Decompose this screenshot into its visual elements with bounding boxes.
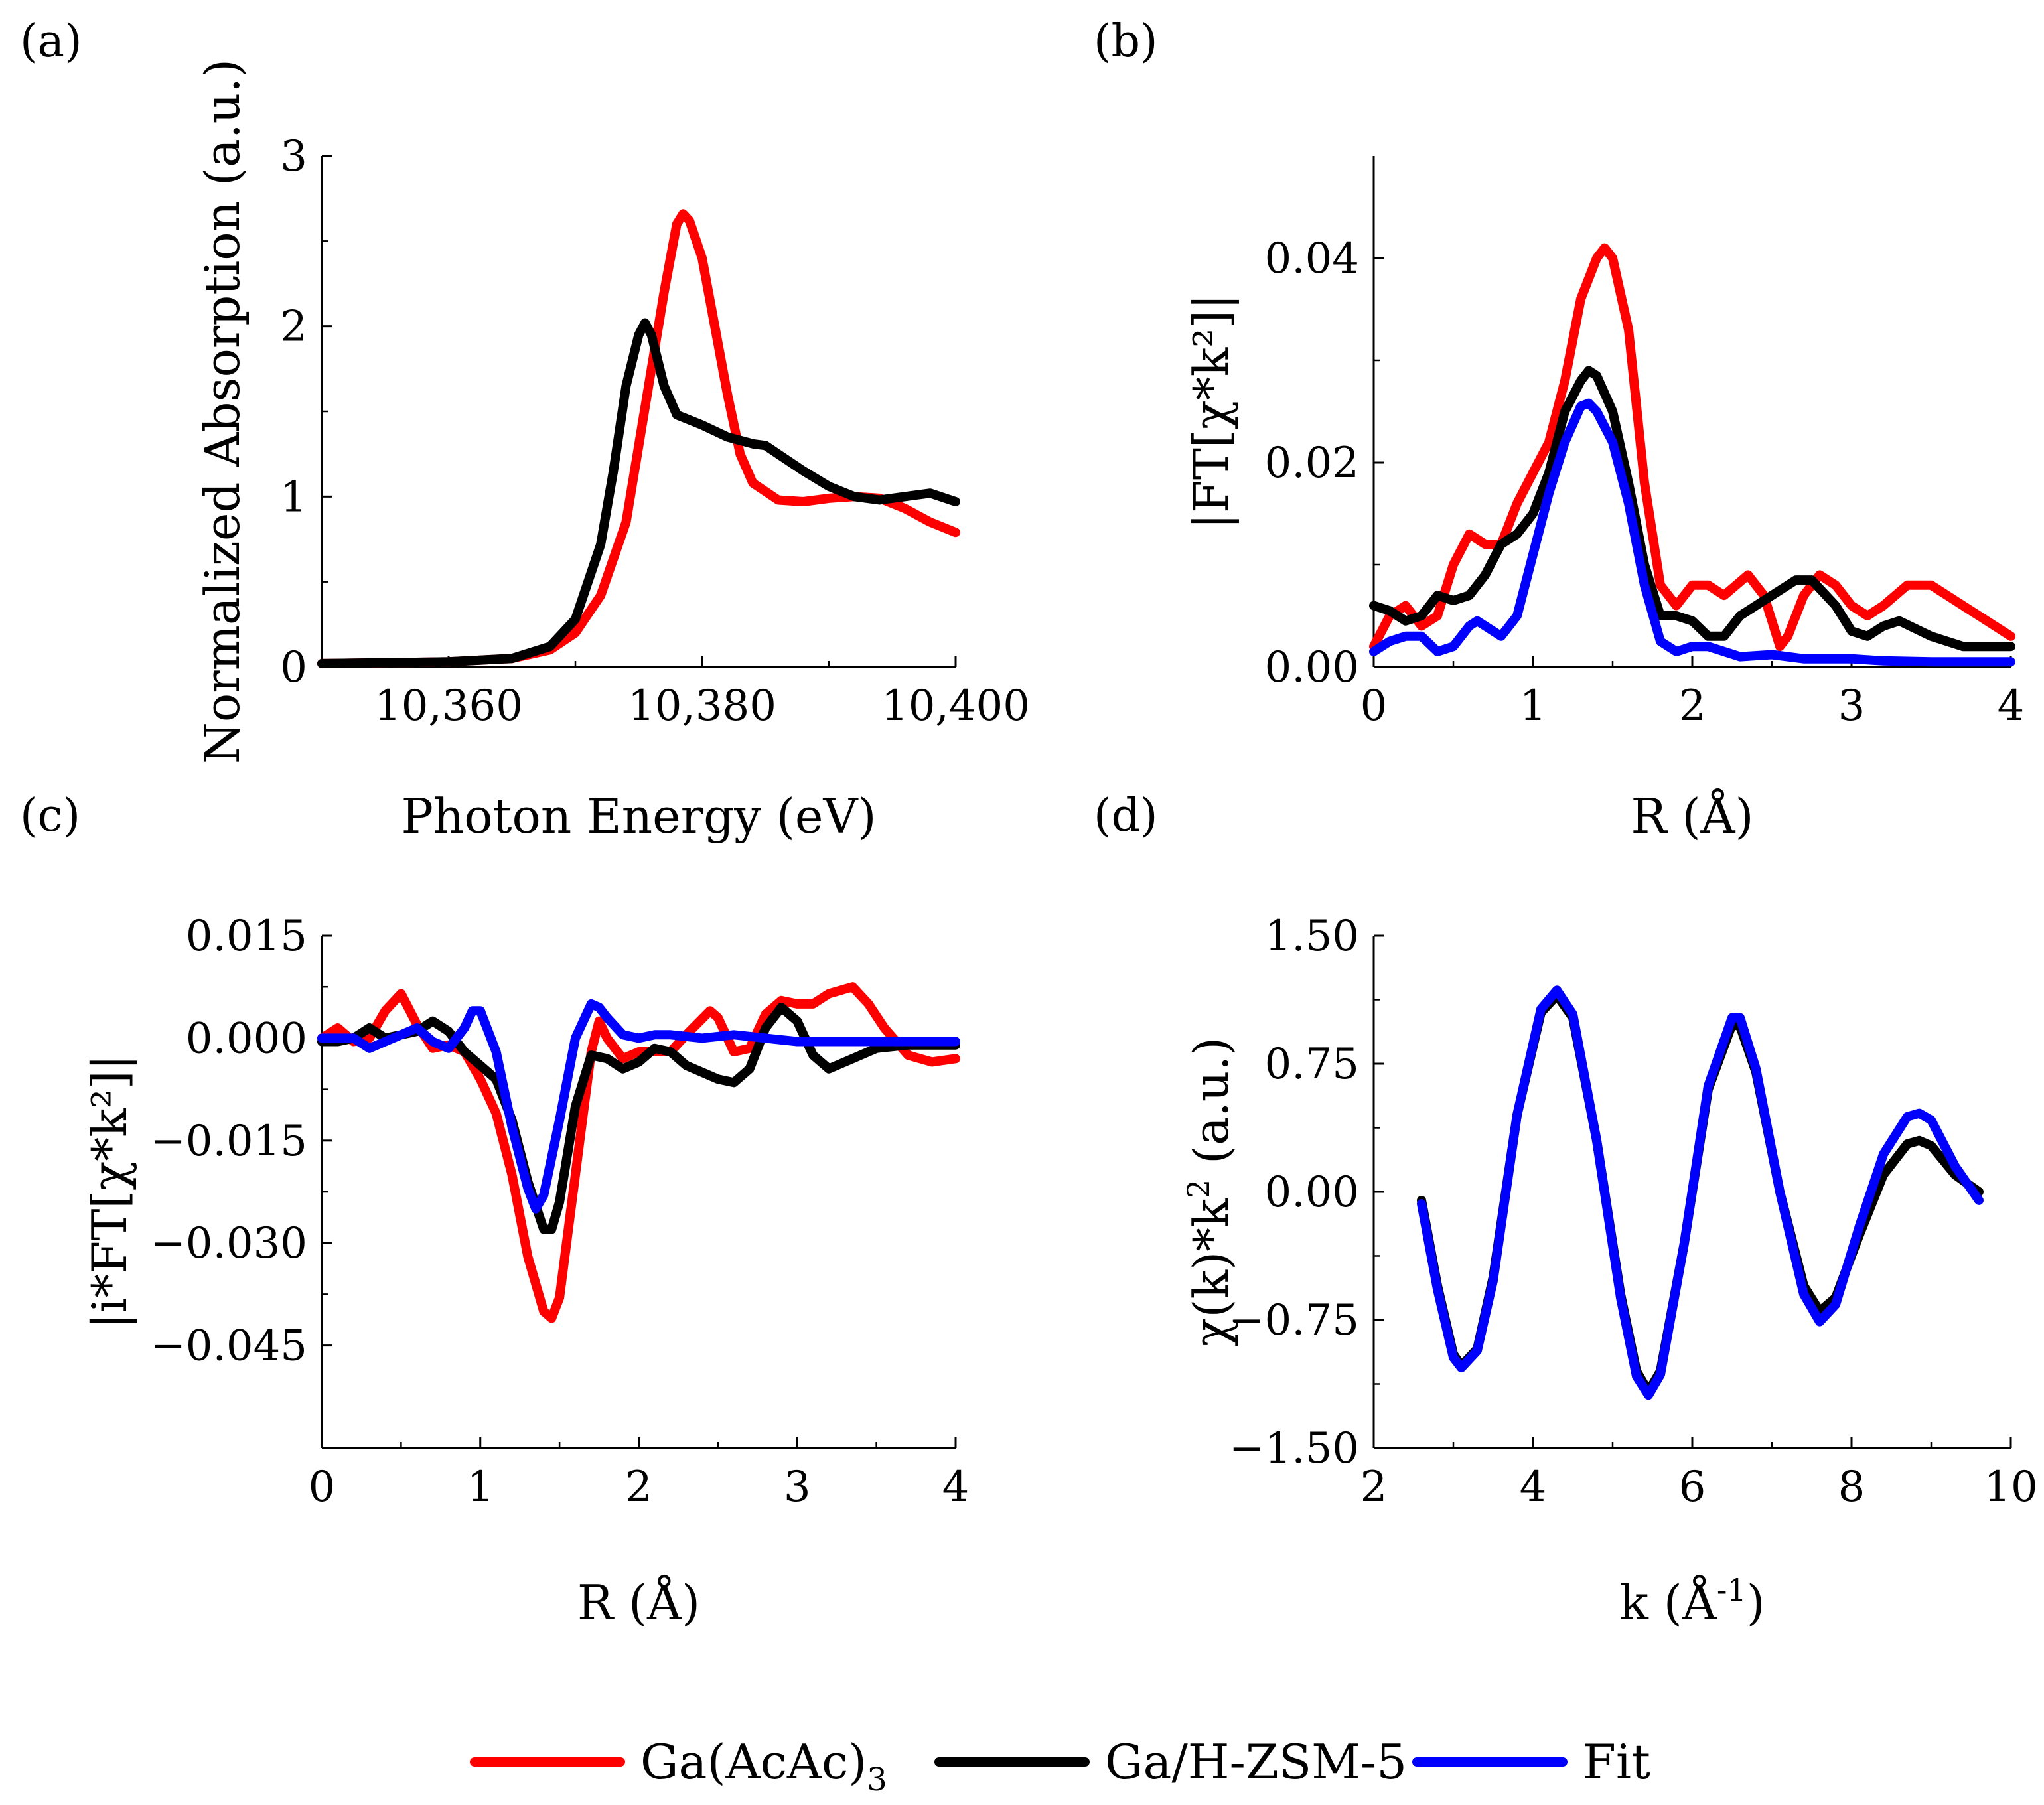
- x-tick-label: 2: [1360, 1463, 1388, 1512]
- x-axis-title: Photon Energy (eV): [401, 788, 876, 844]
- x-tick-label: 2: [625, 1463, 652, 1512]
- panel-label: (d): [1094, 790, 1158, 842]
- x-tick-label: 10: [1984, 1463, 2037, 1512]
- y-tick-label: −0.75: [1229, 1296, 1359, 1345]
- panel-label: (c): [20, 790, 80, 842]
- series-line-ga-acac-3: [1369, 243, 2015, 652]
- legend-item: Ga/H-ZSM-5: [934, 1734, 1407, 1790]
- x-tick-label: 4: [1998, 682, 2025, 731]
- y-tick-label: 0: [280, 643, 307, 692]
- x-axis-title: R (Å): [577, 1574, 700, 1630]
- x-tick-label: 4: [942, 1463, 970, 1512]
- legend-label: Ga/H-ZSM-5: [1105, 1734, 1407, 1790]
- y-axis-title: |FT[χ*k²]|: [1183, 294, 1239, 530]
- x-tick-label: 3: [784, 1463, 811, 1512]
- y-tick-label: 1: [280, 472, 307, 522]
- panel-c: (c) 0 1 2 3 4 0.015 0.000 −0.015 −0.030 −0.045 R (Å…: [20, 790, 969, 1630]
- x-tick-label: 2: [1679, 682, 1706, 731]
- x-tick-label: 10,360: [374, 682, 523, 731]
- series-line-ga-h-zsm-5: [317, 318, 960, 668]
- series-line-ga-acac-3: [317, 209, 960, 668]
- y-tick-label: −0.030: [150, 1219, 307, 1268]
- x-tick-label: 10,380: [628, 682, 776, 731]
- y-axis-title: Normalized Absorption (a.u.): [194, 59, 250, 764]
- legend-item: Fit: [1412, 1734, 1650, 1790]
- y-tick-label: 0.00: [1265, 643, 1360, 692]
- x-tick-label: 4: [1520, 1463, 1547, 1512]
- y-tick-label: 0.04: [1265, 234, 1360, 283]
- legend-item: Ga(AcAc)3: [470, 1734, 887, 1798]
- x-axis-title: k (Å-1): [1619, 1572, 1765, 1630]
- x-tick-label: 3: [1838, 682, 1865, 731]
- y-tick-label: −0.045: [150, 1322, 307, 1371]
- y-axis-title: χ(k)*k2 (a.u.): [1181, 1037, 1239, 1347]
- y-tick-label: 0.015: [186, 912, 307, 961]
- x-tick-label: 0: [1360, 682, 1388, 731]
- y-tick-label: 0.000: [186, 1014, 307, 1063]
- panel-label: (a): [20, 15, 82, 68]
- y-axis-title: |i*FT[χ*k²]|: [82, 1054, 137, 1329]
- y-tick-label: 0.75: [1265, 1040, 1360, 1089]
- panel-d: (d) 2 4 6 8 10 1.50 0.75 0.00 −0.75 −1.50 k (Å-1) χ(…: [1094, 790, 2038, 1630]
- y-tick-label: −0.015: [150, 1117, 307, 1166]
- y-tick-label: 0.00: [1265, 1168, 1360, 1217]
- series-line-ga-h-zsm-5: [1369, 366, 2015, 652]
- x-tick-label: 1: [1520, 682, 1547, 731]
- x-tick-label: 8: [1838, 1463, 1865, 1512]
- x-tick-label: 6: [1679, 1463, 1706, 1512]
- series-line-fit: [1417, 985, 1984, 1400]
- y-tick-label: 2: [280, 303, 307, 352]
- x-tick-label: 0: [309, 1463, 336, 1512]
- panel-a: (a) 10,360 10,380 10,400 0 1 2 3 Photon Energy (…: [20, 15, 1030, 844]
- series-line-fit: [1369, 398, 2015, 667]
- y-tick-label: 1.50: [1265, 912, 1360, 961]
- series-line-fit: [317, 999, 960, 1214]
- y-tick-label: 3: [280, 132, 307, 181]
- panel-label: (b): [1094, 15, 1158, 68]
- legend-label: Fit: [1583, 1734, 1650, 1790]
- x-tick-label: 1: [467, 1463, 494, 1512]
- panel-b: (b) 0 1 2 3 4 0.00 0.02 0.04 R (Å) |FT[χ*k²]|: [1094, 15, 2024, 844]
- y-tick-label: 0.02: [1265, 439, 1360, 488]
- legend-label: Ga(AcAc)3: [640, 1734, 887, 1798]
- y-tick-label: −1.50: [1229, 1424, 1359, 1473]
- legend: Ga(AcAc)3 Ga/H-ZSM-5 Fit: [470, 1734, 1650, 1798]
- x-axis-title: R (Å): [1631, 788, 1753, 844]
- x-tick-label: 10,400: [881, 682, 1030, 731]
